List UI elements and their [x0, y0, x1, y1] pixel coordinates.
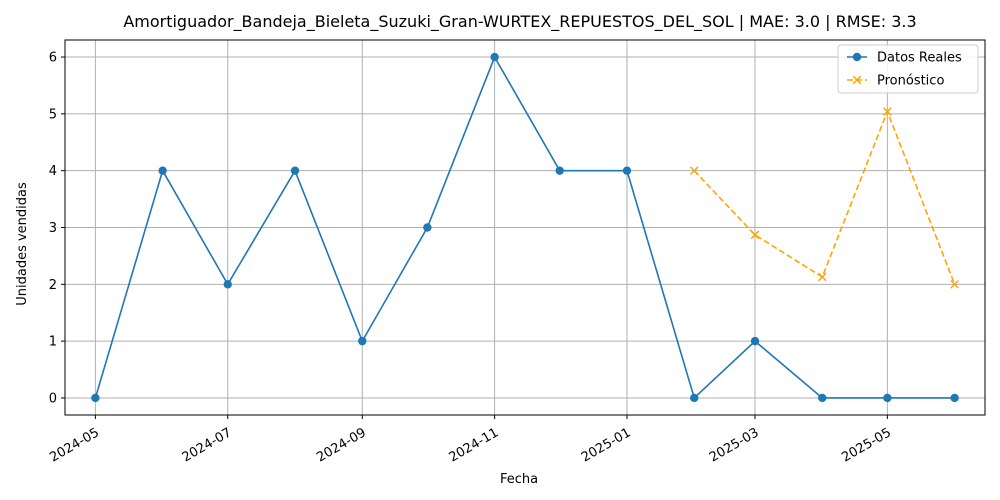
y-axis-label: Unidades vendidas [15, 182, 30, 306]
data-point [290, 166, 300, 175]
data-point [950, 393, 959, 403]
data-point-stroke [883, 107, 892, 116]
data-point [223, 280, 232, 289]
data-point [91, 393, 100, 403]
legend-swatch-marker [852, 52, 862, 62]
x-tick-label: 2025-01 [579, 425, 634, 465]
data-point [818, 393, 827, 403]
plot-frame [64, 39, 986, 416]
series-layer [91, 52, 959, 403]
legend-label: Datos Reales [877, 51, 962, 66]
data-point [883, 107, 892, 116]
data-point [817, 272, 827, 282]
series-line-0 [94, 55, 955, 400]
data-point [883, 393, 892, 403]
legend-entry: Datos Reales [847, 51, 962, 66]
x-tick-label: 2024-07 [180, 425, 235, 465]
y-tick-label: 2 [49, 278, 57, 293]
legend-swatch-marker [852, 75, 862, 85]
data-point-stroke [817, 272, 827, 282]
legend-entry: Pronóstico [847, 74, 944, 89]
grid [65, 40, 985, 415]
data-point [490, 52, 499, 62]
y-tick-label: 3 [49, 221, 57, 236]
chart-title: Amortiguador_Bandeja_Bieleta_Suzuki_Gran… [123, 12, 916, 32]
x-tick-label: 2024-05 [47, 425, 102, 465]
y-tick-label: 1 [49, 335, 57, 350]
x-tick-label: 2025-03 [707, 425, 762, 465]
legend-label: Pronóstico [877, 74, 944, 89]
y-tick-label: 6 [49, 51, 57, 66]
y-tick-label: 4 [49, 164, 57, 179]
data-point [358, 336, 367, 346]
data-point [423, 223, 432, 232]
x-tick-label: 2025-05 [839, 425, 894, 465]
axes: 2024-05 2024-07 2024-09 2024-11 2025-01 2025-… [47, 39, 986, 466]
x-tick-label: 2024-11 [447, 425, 502, 465]
data-point [158, 166, 167, 175]
x-tick-label: 2024-09 [314, 425, 369, 465]
y-tick-label: 5 [49, 107, 57, 122]
data-point [750, 230, 760, 240]
legend-box [837, 44, 979, 94]
data-point [555, 166, 564, 175]
y-tick-label: 0 [49, 391, 57, 406]
data-point [690, 393, 699, 403]
data-point-stroke [750, 230, 760, 240]
data-point [950, 279, 959, 289]
data-point [622, 166, 632, 175]
legend: Datos Reales Pronóstico [837, 44, 979, 94]
data-point-stroke [950, 279, 959, 289]
data-point [750, 336, 760, 346]
x-axis-label: Fecha [500, 472, 538, 487]
data-point [689, 166, 699, 176]
data-point-stroke [689, 166, 699, 176]
series-line-1 [693, 109, 956, 285]
